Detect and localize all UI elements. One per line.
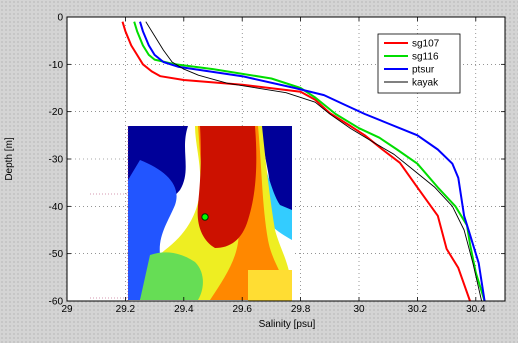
y-tick-label: -40 [49, 202, 64, 213]
series-line-sg107 [121, 21, 471, 301]
inset-shore-left [128, 160, 177, 300]
x-tick-label: 30.4 [466, 304, 486, 315]
x-tick-label: 29.2 [116, 304, 136, 315]
series-line-ptsur [139, 21, 486, 301]
x-tick-label: 29.8 [291, 304, 311, 315]
x-tick-label: 29 [61, 304, 73, 315]
legend-label-kayak: kayak [412, 78, 439, 89]
station-marker [201, 213, 209, 221]
legend-label-sg107: sg107 [412, 39, 440, 50]
salinity-map-inset [128, 126, 292, 301]
series-lines [121, 21, 486, 301]
y-tick-label: -20 [49, 107, 64, 118]
inset-flats-green [140, 252, 203, 300]
y-tick-label: -10 [49, 60, 64, 71]
inset-channel-red [197, 126, 257, 248]
axis-ticks: 29 29.2 29.4 29.6 29.8 30 30.2 30.4 0 -10 -20 -30 -4… [49, 13, 505, 315]
legend: sg107 sg116 ptsur kayak [377, 33, 461, 94]
legend-label-ptsur: ptsur [412, 65, 435, 76]
x-tick-label: 30.2 [408, 304, 428, 315]
x-axis-label: Salinity [psu] [259, 319, 316, 330]
legend-label-sg116: sg116 [412, 52, 439, 63]
series-line-kayak [145, 21, 483, 301]
y-tick-label: 0 [57, 13, 63, 24]
y-axis-label: Depth [m] [4, 137, 15, 181]
x-tick-label: 29.4 [174, 304, 194, 315]
y-tick-label: -30 [49, 155, 64, 166]
y-tick-label: -60 [49, 297, 64, 308]
series-line-sg116 [133, 21, 486, 301]
y-tick-label: -50 [49, 249, 64, 260]
inset-water-lower-right [248, 270, 292, 301]
inset-land-right [262, 126, 292, 212]
x-tick-label: 29.6 [232, 304, 252, 315]
x-tick-label: 30 [353, 304, 365, 315]
